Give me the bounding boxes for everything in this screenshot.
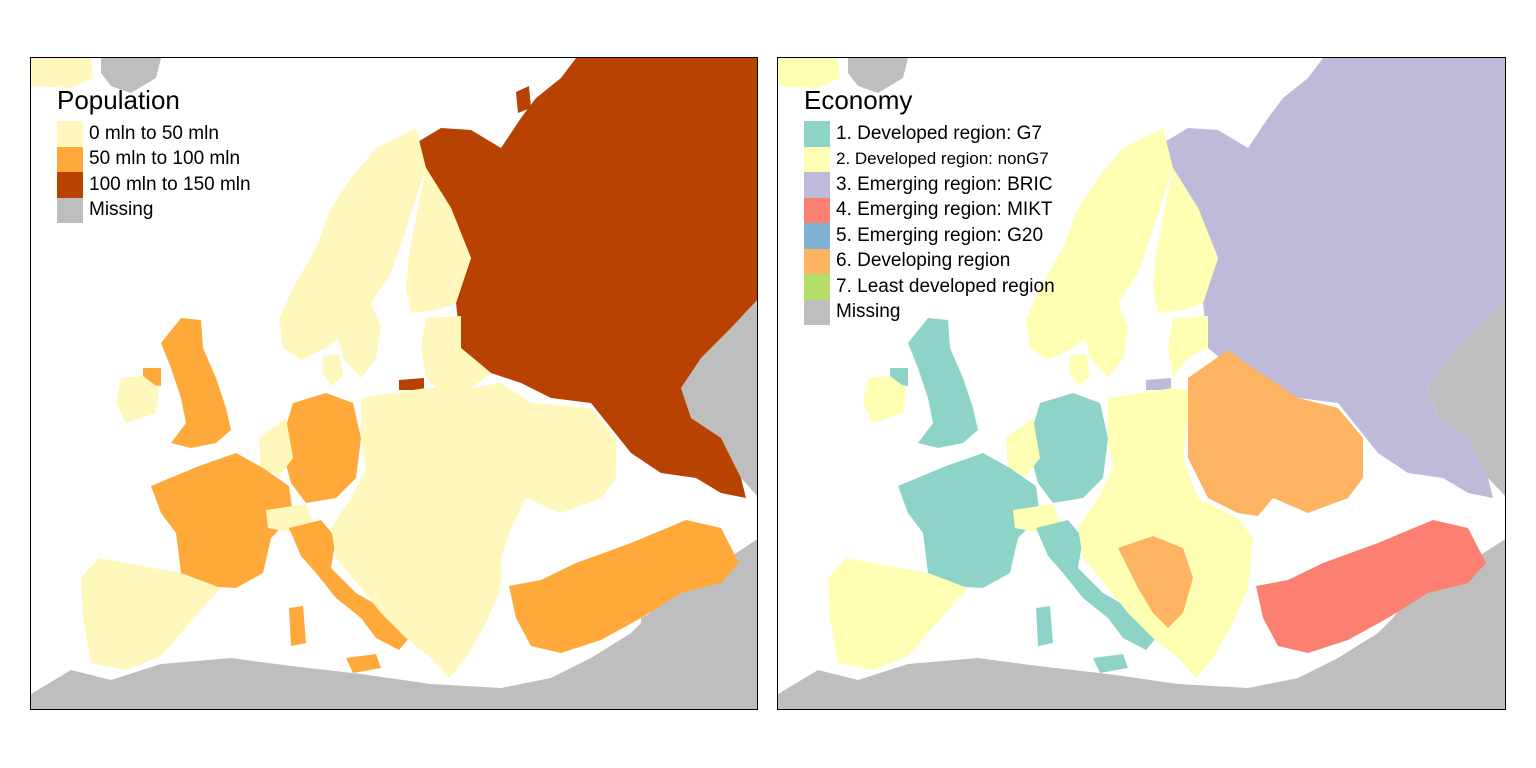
legend-title: Economy bbox=[804, 85, 913, 115]
missing-central-asia bbox=[681, 300, 757, 496]
legend-item: 50 mln to 100 mln bbox=[57, 146, 251, 172]
legend-swatch bbox=[804, 197, 830, 223]
legend-item: 1. Developed region: G7 bbox=[804, 121, 1055, 147]
legend-swatch bbox=[804, 172, 830, 198]
economy-legend: Economy 1. Developed region: G7 2. Devel… bbox=[804, 84, 1055, 325]
region-finland bbox=[406, 168, 471, 313]
legend-label: 50 mln to 100 mln bbox=[89, 148, 241, 170]
region-iceland bbox=[778, 58, 840, 88]
region-ukraine-belarus bbox=[1188, 350, 1363, 516]
region-ireland bbox=[116, 376, 159, 423]
legend-item: 5. Emerging region: G20 bbox=[804, 223, 1055, 249]
legend-item: Missing bbox=[804, 299, 1055, 325]
region-russia-kaliningrad bbox=[1146, 378, 1171, 390]
legend-label: 5. Emerging region: G20 bbox=[836, 224, 1044, 246]
region-russia bbox=[416, 58, 757, 498]
missing-northern-africa bbox=[31, 539, 757, 709]
region-russia-kaliningrad bbox=[399, 378, 424, 390]
legend-label: 100 mln to 150 mln bbox=[89, 173, 251, 195]
legend-swatch bbox=[804, 248, 830, 274]
legend-item: 6. Developing region bbox=[804, 248, 1055, 274]
legend-swatch bbox=[804, 299, 830, 325]
region-finland bbox=[1153, 168, 1218, 313]
region-central-europe bbox=[1078, 388, 1253, 678]
legend-label: 4. Emerging region: MIKT bbox=[836, 199, 1053, 221]
population-legend: Population 0 mln to 50 mln 50 mln to 100… bbox=[57, 84, 251, 223]
legend-swatch bbox=[804, 223, 830, 249]
region-united-kingdom bbox=[161, 318, 231, 448]
legend-item: 3. Emerging region: BRIC bbox=[804, 172, 1055, 198]
region-estonia-latvia-lithuania bbox=[1168, 316, 1208, 378]
legend-swatch bbox=[804, 146, 830, 172]
legend-item: Missing bbox=[57, 197, 251, 223]
region-italy bbox=[1036, 520, 1156, 650]
legend-title: Population bbox=[57, 85, 180, 115]
legend-swatch bbox=[57, 172, 83, 198]
legend-label: Missing bbox=[836, 301, 901, 323]
region-sweden bbox=[336, 168, 426, 378]
region-denmark bbox=[1070, 354, 1090, 386]
region-denmark bbox=[323, 354, 343, 386]
legend-swatch bbox=[57, 121, 83, 147]
region-germany bbox=[1030, 393, 1108, 503]
region-france bbox=[151, 453, 293, 588]
region-iceland bbox=[31, 58, 93, 88]
legend-swatch bbox=[804, 121, 830, 147]
region-turkey bbox=[1256, 520, 1486, 653]
region-france bbox=[898, 453, 1040, 588]
region-russia-island bbox=[516, 86, 531, 113]
legend-swatch bbox=[57, 146, 83, 172]
region-balkans bbox=[1118, 536, 1193, 628]
legend-label: 3. Emerging region: BRIC bbox=[836, 173, 1053, 195]
region-benelux bbox=[1006, 418, 1040, 476]
region-benelux bbox=[259, 418, 293, 476]
legend-label: 1. Developed region: G7 bbox=[836, 122, 1042, 144]
region-sardinia-corsica bbox=[1036, 606, 1053, 646]
region-germany bbox=[283, 393, 361, 503]
missing-greenland-corner bbox=[101, 58, 161, 93]
region-sardinia-corsica bbox=[289, 606, 306, 646]
legend-item: 7. Least developed region bbox=[804, 274, 1055, 300]
legend-swatch bbox=[804, 274, 830, 300]
legend-item: 2. Developed region: nonG7 bbox=[804, 146, 1055, 172]
population-map-panel: Population 0 mln to 50 mln 50 mln to 100… bbox=[30, 57, 758, 710]
region-sicily bbox=[1093, 654, 1128, 673]
region-norway bbox=[1026, 128, 1173, 360]
legend-label: 7. Least developed region bbox=[836, 275, 1055, 297]
legend-item: 4. Emerging region: MIKT bbox=[804, 197, 1055, 223]
region-estonia-latvia-lithuania bbox=[421, 316, 491, 393]
missing-middle-east bbox=[641, 563, 757, 709]
region-ireland bbox=[863, 376, 906, 423]
legend-label: 6. Developing region bbox=[836, 250, 1011, 272]
missing-greenland-corner bbox=[848, 58, 908, 93]
economy-map-panel: Economy 1. Developed region: G7 2. Devel… bbox=[777, 57, 1506, 710]
missing-central-asia bbox=[1428, 300, 1505, 496]
region-italy bbox=[289, 520, 409, 650]
region-turkey bbox=[509, 520, 739, 653]
region-eastern-europe bbox=[331, 383, 616, 678]
legend-item: 100 mln to 150 mln bbox=[57, 172, 251, 198]
region-iberia bbox=[81, 558, 221, 670]
region-sweden bbox=[1083, 168, 1173, 378]
legend-swatch bbox=[57, 197, 83, 223]
population-map bbox=[31, 58, 757, 709]
region-sicily bbox=[346, 654, 381, 673]
missing-northern-africa bbox=[778, 539, 1505, 709]
legend-item: 0 mln to 50 mln bbox=[57, 121, 251, 147]
region-russia bbox=[1163, 58, 1505, 498]
legend-label: 2. Developed region: nonG7 bbox=[836, 149, 1049, 169]
legend-label: Missing bbox=[89, 199, 154, 221]
region-norway bbox=[279, 128, 426, 360]
legend-label: 0 mln to 50 mln bbox=[89, 122, 219, 144]
region-united-kingdom bbox=[908, 318, 978, 448]
economy-map bbox=[778, 58, 1505, 709]
region-iberia bbox=[828, 558, 968, 670]
